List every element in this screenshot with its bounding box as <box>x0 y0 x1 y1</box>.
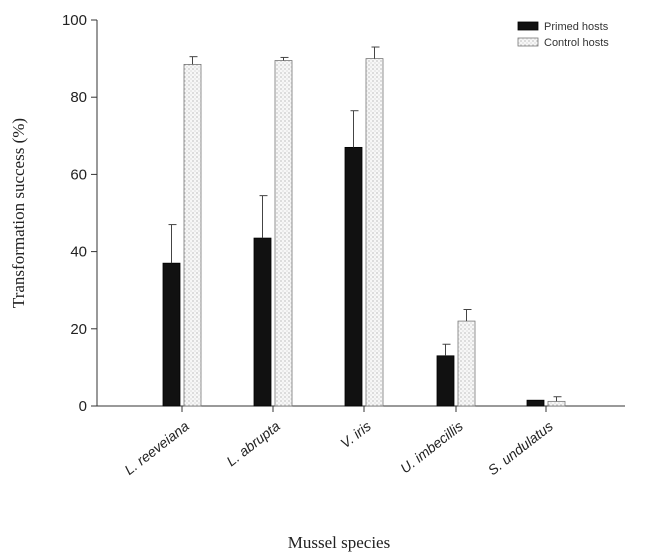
x-tick-label: L. abrupta <box>223 418 283 470</box>
bar-primed <box>436 355 455 407</box>
y-axis-title: Transformation success (%) <box>9 118 28 308</box>
y-tick-label: 20 <box>70 321 87 338</box>
bar-control <box>365 58 384 407</box>
x-tick-label: S. undulatus <box>485 418 556 479</box>
x-ticks: L. reeveiana L. abrupta V. iris U. imbecill… <box>121 406 556 478</box>
y-tick-label: 60 <box>70 166 87 183</box>
x-tick-label: L. reeveiana <box>121 418 192 478</box>
y-tick-label: 40 <box>70 244 87 261</box>
x-tick-label: V. iris <box>337 418 374 452</box>
y-ticks: 0 20 40 60 80 100 <box>62 12 97 415</box>
legend-label: Primed hosts <box>544 21 609 33</box>
x-axis: L. reeveiana L. abrupta V. iris U. imbecill… <box>97 405 625 478</box>
y-tick-label: 80 <box>70 89 87 106</box>
bar-control <box>183 63 202 407</box>
legend-swatch <box>517 21 539 31</box>
x-tick-label: U. imbecillis <box>397 418 466 477</box>
legend: Primed hosts Control hosts <box>517 21 609 49</box>
y-tick-label: 0 <box>79 398 87 415</box>
bar-primed <box>162 262 181 407</box>
y-axis: 0 20 40 60 80 100 <box>62 12 98 415</box>
bar-control <box>274 60 293 407</box>
bar-control <box>547 400 566 407</box>
legend-swatch <box>517 37 539 47</box>
legend-label: Control hosts <box>544 37 609 49</box>
y-tick-label: 100 <box>62 12 87 29</box>
bar-primed <box>526 399 545 407</box>
bar-primed <box>344 146 363 407</box>
bar-control <box>457 320 476 407</box>
x-axis-title: Mussel species <box>288 533 390 552</box>
bar-primed <box>253 237 272 407</box>
bars <box>162 46 566 407</box>
